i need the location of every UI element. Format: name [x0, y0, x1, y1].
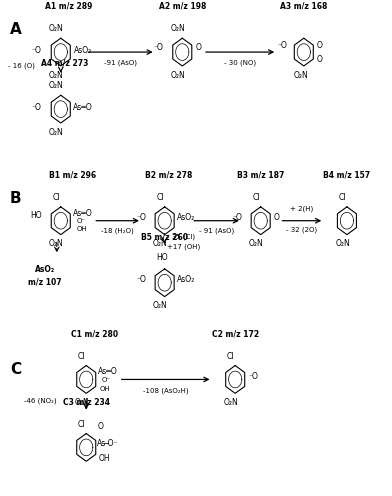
Text: B3 m/z 187: B3 m/z 187: [237, 171, 284, 180]
Text: O₂N: O₂N: [249, 240, 264, 248]
Text: -108 (AsO₂H): -108 (AsO₂H): [143, 387, 189, 394]
Text: O₂N: O₂N: [49, 81, 64, 90]
Text: Cl: Cl: [252, 193, 260, 202]
Text: ─O⁻: ─O⁻: [103, 439, 118, 448]
Text: O₂N: O₂N: [153, 302, 168, 310]
Text: O: O: [317, 55, 323, 63]
Text: C: C: [10, 362, 21, 377]
Text: ⁻O: ⁻O: [31, 103, 41, 112]
Text: B: B: [10, 191, 22, 206]
Text: C3 m/z 234: C3 m/z 234: [63, 397, 110, 406]
Text: B4 m/z 157: B4 m/z 157: [323, 171, 370, 180]
Text: ⁻O: ⁻O: [249, 372, 258, 381]
Text: O: O: [97, 422, 103, 431]
Text: A4 m/z 273: A4 m/z 273: [41, 59, 88, 68]
Text: HO: HO: [31, 211, 42, 220]
Text: - 30 (NO): - 30 (NO): [224, 59, 256, 65]
Text: O₂N: O₂N: [49, 240, 64, 248]
Text: O₂N: O₂N: [335, 240, 350, 248]
Text: -91 (AsO): -91 (AsO): [104, 59, 137, 65]
Text: Cl: Cl: [78, 352, 85, 361]
Text: ⁻O: ⁻O: [154, 44, 163, 53]
Text: OH: OH: [98, 454, 110, 463]
Text: A: A: [10, 22, 22, 37]
Text: - 91 (AsO): - 91 (AsO): [199, 228, 234, 234]
Text: O₂N: O₂N: [293, 71, 308, 80]
Text: O⁻: O⁻: [102, 377, 111, 383]
Text: O₂N: O₂N: [49, 71, 64, 80]
Text: ⁻O: ⁻O: [278, 41, 287, 50]
Text: - 35 (Cl): - 35 (Cl): [167, 234, 195, 240]
Text: B1 m/z 296: B1 m/z 296: [49, 171, 96, 180]
Text: AsO₂: AsO₂: [177, 275, 196, 284]
Text: m/z 107: m/z 107: [28, 278, 62, 287]
Text: AsO₂: AsO₂: [177, 213, 196, 222]
Text: Cl: Cl: [156, 193, 164, 202]
Text: O: O: [273, 213, 279, 222]
Text: ⁻O: ⁻O: [232, 213, 242, 222]
Text: Cl: Cl: [78, 420, 85, 429]
Text: A2 m/z 198: A2 m/z 198: [159, 2, 206, 11]
Text: ⁻O: ⁻O: [136, 275, 146, 284]
Text: A1 m/z 289: A1 m/z 289: [45, 2, 92, 11]
Text: C1 m/z 280: C1 m/z 280: [71, 329, 118, 338]
Text: Cl: Cl: [339, 193, 346, 202]
Text: O⁻: O⁻: [76, 218, 85, 224]
Text: OH: OH: [100, 386, 110, 392]
Text: AsO₂: AsO₂: [74, 46, 92, 55]
Text: O: O: [317, 41, 323, 50]
Text: - 32 (2O): - 32 (2O): [286, 227, 318, 233]
Text: B2 m/z 278: B2 m/z 278: [145, 171, 192, 180]
Text: O₂N: O₂N: [49, 128, 64, 137]
Text: C2 m/z 172: C2 m/z 172: [212, 329, 259, 338]
Text: O₂N: O₂N: [153, 240, 168, 248]
Text: O₂N: O₂N: [49, 24, 64, 33]
Text: + 2(H): + 2(H): [290, 205, 314, 212]
Text: O₂N: O₂N: [74, 398, 89, 407]
Text: -46 (NO₂): -46 (NO₂): [24, 397, 57, 404]
Text: O: O: [196, 44, 201, 53]
Text: O₂N: O₂N: [171, 24, 185, 33]
Text: Cl: Cl: [227, 352, 234, 361]
Text: As═O: As═O: [73, 103, 93, 112]
Text: As: As: [97, 439, 107, 448]
Text: +17 (OH): +17 (OH): [167, 244, 200, 250]
Text: O₂N: O₂N: [223, 398, 238, 407]
Text: A3 m/z 168: A3 m/z 168: [280, 2, 327, 11]
Text: AsO₂: AsO₂: [35, 265, 55, 274]
Text: O₂N: O₂N: [171, 71, 185, 80]
Text: -18 (H₂O): -18 (H₂O): [101, 228, 134, 234]
Text: - 16 (O): - 16 (O): [8, 62, 35, 69]
Text: As═O: As═O: [98, 368, 118, 376]
Text: As═O: As═O: [73, 209, 93, 218]
Text: Cl: Cl: [53, 193, 60, 202]
Text: ⁻O: ⁻O: [136, 213, 146, 222]
Text: HO: HO: [157, 253, 168, 262]
Text: OH: OH: [76, 226, 87, 232]
Text: ⁻O: ⁻O: [31, 46, 41, 55]
Text: B5 m/z 260: B5 m/z 260: [141, 233, 188, 242]
